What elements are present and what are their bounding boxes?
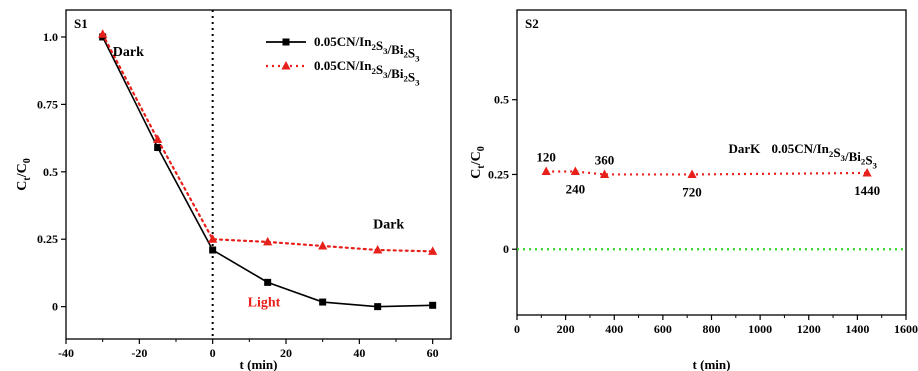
x-axis-label: t (min) [240, 357, 278, 371]
panel-label: S1 [74, 16, 88, 31]
series-1-point [319, 298, 327, 306]
x-tick-label: 1600 [894, 322, 918, 336]
data-point-label: 720 [682, 184, 702, 199]
x-tick-label: 1200 [797, 322, 821, 336]
series-1-point [570, 166, 580, 175]
y-axis-label: Ct/C0 [15, 158, 33, 190]
annotation-label: Dark [373, 217, 404, 232]
x-tick-label: 40 [353, 346, 365, 360]
x-tick-label: 0 [514, 322, 520, 336]
series-1-point [541, 166, 551, 175]
x-tick-label: 200 [557, 322, 575, 336]
panel-label: S2 [525, 16, 539, 31]
x-tick-label: 400 [605, 322, 623, 336]
x-tick-label: 20 [280, 346, 292, 360]
series-1-point [687, 169, 697, 178]
legend-entry: 0.05CN/In2S3/Bi2S3 [314, 34, 420, 64]
legend-entry: 0.05CN/In2S3/Bi2S3 [314, 58, 420, 88]
x-tick-label: 600 [654, 322, 672, 336]
data-point-label: 1440 [854, 183, 880, 198]
legend-marker [281, 61, 291, 70]
series-1-point [154, 144, 162, 152]
y-tick-label: 0.5 [43, 165, 58, 179]
series-line-1 [546, 170, 868, 176]
annotation-label: Dark [113, 45, 144, 60]
series-1-point [862, 167, 872, 177]
y-axis-label: Ct/C0 [469, 146, 487, 178]
series-2-point [98, 29, 108, 38]
y-tick-label: 0 [503, 242, 509, 256]
chart-panel-s2: 0 200 400 600 800 1000 1200 1400 1600 0 0.25 0.5 t (… [469, 9, 918, 371]
x-axis-label: t (min) [693, 357, 731, 371]
series-2-point [208, 234, 218, 243]
y-tick-label: 0.75 [37, 97, 58, 111]
series-1-point [209, 246, 217, 254]
series-1-point [374, 303, 382, 311]
series-label-prefix: DarK [728, 141, 761, 156]
x-tick-label: 60 [427, 346, 439, 360]
series-2-point [428, 246, 438, 255]
x-tick-label: 1000 [748, 322, 772, 336]
x-tick-label: 1400 [845, 322, 869, 336]
data-point-label: 120 [536, 149, 556, 164]
plot-frame [65, 9, 452, 340]
y-tick-label: 1.0 [43, 30, 58, 44]
x-tick-label: -40 [58, 346, 74, 360]
data-point-label: 240 [566, 181, 586, 196]
series-2-point [153, 134, 163, 143]
series-2-point [373, 245, 383, 254]
y-tick-label: 0.25 [37, 232, 58, 246]
series-2-point [318, 240, 328, 250]
data-point-label: 360 [595, 152, 615, 167]
series-1-point [264, 278, 272, 286]
chart-panel-s1: -40 -20 0 20 40 60 0 0.25 0.5 0.75 1.0 t (min) Ct/C0… [15, 9, 452, 371]
x-tick-label: 0 [210, 346, 216, 360]
y-tick-label: 0.5 [494, 93, 509, 107]
series-1-point [429, 301, 437, 309]
annotation-label: Light [248, 296, 281, 311]
x-tick-label: -20 [131, 346, 147, 360]
legend-marker [282, 38, 290, 46]
series-2-point [263, 236, 273, 246]
y-tick-label: 0.25 [488, 167, 509, 181]
y-tick-label: 0 [52, 300, 58, 314]
series-1-point [599, 169, 610, 178]
series-label: 0.05CN/In2S3/Bi2S3 [771, 141, 877, 171]
x-tick-label: 800 [703, 322, 721, 336]
